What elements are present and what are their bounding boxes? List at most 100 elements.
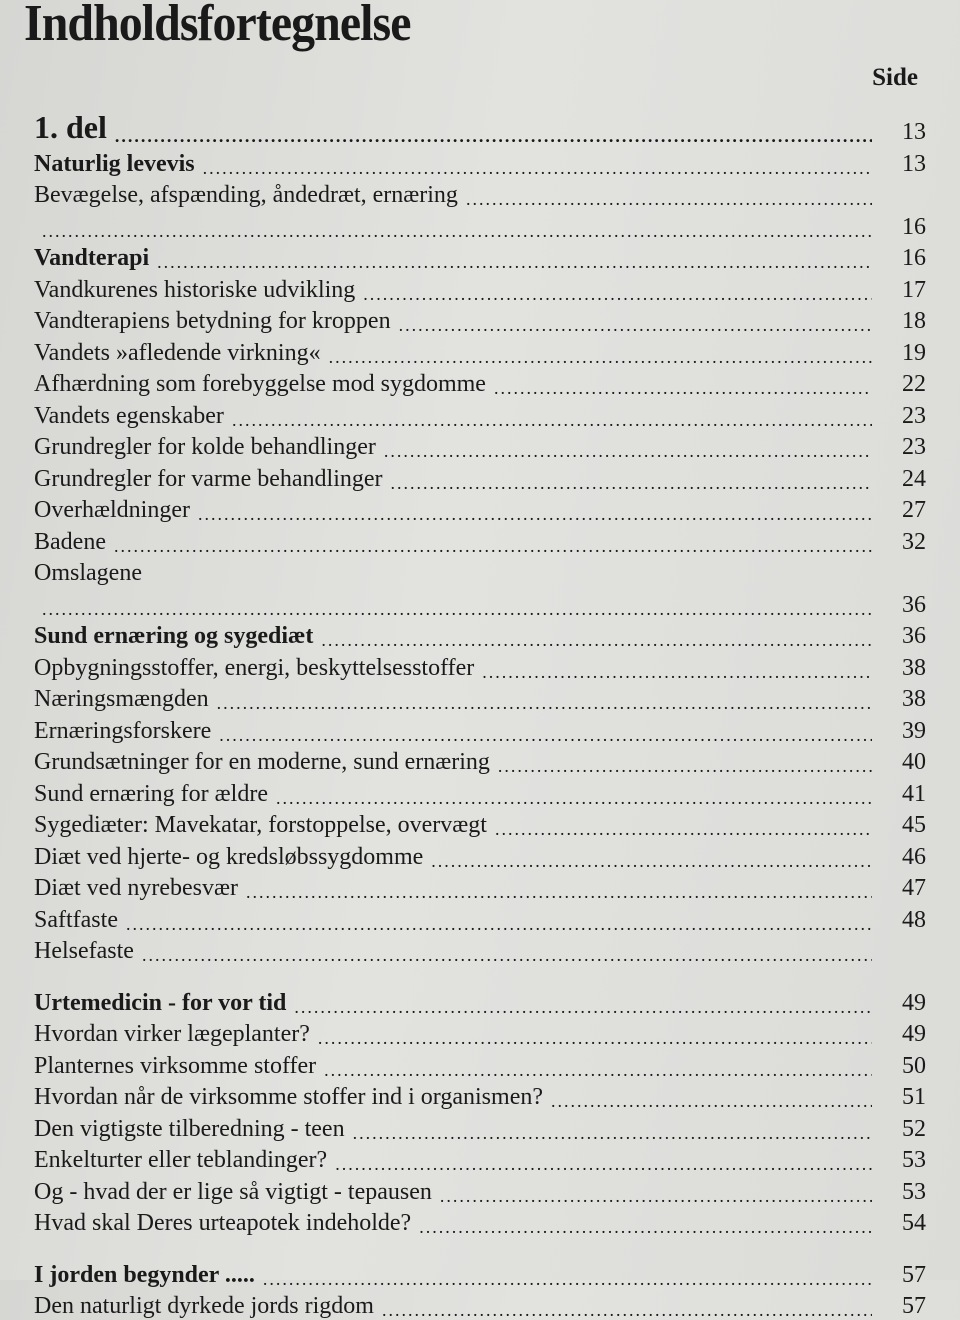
page-number: 13 [882,119,926,146]
entry-title: Grundregler for kolde behandlinger [34,434,376,461]
entry-title: Naturlig levevis [34,151,195,178]
toc-entry: Diæt ved hjerte- og kredsløbssygdomme...… [34,839,926,871]
dot-leader: ........................................… [440,1186,872,1206]
toc-section-heading: I jorden begynder ......................… [34,1257,926,1289]
entry-title: Opbygningsstoffer, energi, beskyttelsess… [34,655,474,682]
dot-leader: ........................................… [431,851,872,871]
page-number: 36 [882,623,926,650]
entry-title: Overhældninger [34,497,190,524]
page-column-header: Side [872,64,918,92]
toc-section-heading: Naturlig levevis........................… [34,146,926,178]
page-number: 23 [882,434,926,461]
toc-entry: Grundregler for varme behandlinger......… [34,461,926,493]
toc-entry: Planternes virksomme stoffer............… [34,1048,926,1080]
entry-title: Urtemedicin - for vor tid [34,990,286,1017]
toc-entry: Hvordan når de virksomme stoffer ind i o… [34,1080,926,1112]
entry-title: Saftfaste [34,907,118,934]
toc-entry: Afhærdning som forebyggelse mod sygdomme… [34,367,926,399]
entry-title: Bevægelse, afspænding, åndedræt, ernærin… [34,182,458,209]
dot-leader: ........................................… [329,347,872,367]
dot-leader: ........................................… [498,756,872,776]
entry-title: Vandets »afledende virkning« [34,340,321,367]
page-number: 53 [882,1179,926,1206]
page-number: 17 [882,277,926,304]
toc-entry: ........................................… [34,587,926,619]
toc-entry: Diæt ved nyrebesvær.....................… [34,871,926,903]
toc-entry: Omslagene [34,556,926,588]
page-number: 54 [882,1210,926,1237]
page-number: 16 [882,245,926,272]
dot-leader: ........................................… [276,788,872,808]
entry-title: Diæt ved hjerte- og kredsløbssygdomme [34,844,423,871]
dot-leader: ........................................… [399,315,872,335]
dot-leader: ........................................… [115,126,872,146]
toc-entry: Vandterapiens betydning for kroppen.....… [34,304,926,336]
toc-entry: Grundregler for kolde behandlinger......… [34,430,926,462]
entry-title: Sygediæter: Mavekatar, forstoppelse, ove… [34,812,487,839]
toc-entry: Opbygningsstoffer, energi, beskyttelsess… [34,650,926,682]
toc-entry: Enkelturter eller teblandinger?.........… [34,1143,926,1175]
page-title: Indholdsfortegnelse [24,0,411,53]
dot-leader: ........................................… [263,1269,872,1289]
entry-title: Sund ernæring og sygediæt [34,623,313,650]
toc-entry: Vandets »afledende virkning«............… [34,335,926,367]
dot-leader: ........................................… [294,997,872,1017]
entry-title: Hvad skal Deres urteapotek indeholde? [34,1210,411,1237]
page-number: 52 [882,1116,926,1143]
page-number: 45 [882,812,926,839]
toc-entry: Saftfaste...............................… [34,902,926,934]
page-number: 24 [882,466,926,493]
entry-title: Næringsmængden [34,686,209,713]
entry-title: Den naturligt dyrkede jords rigdom [34,1293,374,1320]
toc-entry: Badene..................................… [34,524,926,556]
entry-title: Vandterapiens betydning for kroppen [34,308,391,335]
entry-title: Planternes virksomme stoffer [34,1053,316,1080]
table-of-contents: 1. del..................................… [34,108,926,1320]
page-number: 38 [882,655,926,682]
page-number: 41 [882,781,926,808]
section-gap [34,965,926,985]
dot-leader: ........................................… [219,725,872,745]
dot-leader: ........................................… [318,1028,872,1048]
dot-leader: ........................................… [495,819,872,839]
page-number: 57 [882,1293,926,1320]
dot-leader: ........................................… [114,536,872,556]
page-number: 13 [882,151,926,178]
entry-title: Grundsætninger for en moderne, sund ernæ… [34,749,490,776]
page-number: 46 [882,844,926,871]
dot-leader: ........................................… [126,914,872,934]
page-number: 47 [882,875,926,902]
entry-title: Hvordan virker lægeplanter? [34,1021,310,1048]
entry-title: Vandkurenes historiske udvikling [34,277,355,304]
dot-leader: ........................................… [482,662,872,682]
page-number: 22 [882,371,926,398]
page-number: 38 [882,686,926,713]
entry-title: Ernæringsforskere [34,718,211,745]
toc-entry: Vandkurenes historiske udvikling........… [34,272,926,304]
page-number: 27 [882,497,926,524]
dot-leader: ........................................… [391,473,872,493]
dot-leader: ........................................… [217,693,872,713]
toc-entry: Ernæringsforskere.......................… [34,713,926,745]
toc-entry: Og - hvad der er lige så vigtigt - tepau… [34,1174,926,1206]
entry-title: I jorden begynder ..... [34,1262,255,1289]
dot-leader: ........................................… [324,1060,872,1080]
entry-title: Afhærdning som forebyggelse mod sygdomme [34,371,486,398]
page-number: 48 [882,907,926,934]
toc-entry: Den vigtigste tilberedning - teen.......… [34,1111,926,1143]
page-number: 18 [882,308,926,335]
toc-section-heading: Vandterapi..............................… [34,241,926,273]
toc-entry: Den naturligt dyrkede jords rigdom......… [34,1289,926,1320]
entry-title: Badene [34,529,106,556]
page-number: 50 [882,1053,926,1080]
toc-entry: ........................................… [34,209,926,241]
toc-section-heading: Sund ernæring og sygediæt...............… [34,619,926,651]
toc-entry: Vandets egenskaber......................… [34,398,926,430]
entry-title: Grundregler for varme behandlinger [34,466,383,493]
entry-title: Diæt ved nyrebesvær [34,875,238,902]
toc-entry: Bevægelse, afspænding, åndedræt, ernærin… [34,178,926,210]
dot-leader: ........................................… [419,1217,872,1237]
toc-entry: Hvordan virker lægeplanter?.............… [34,1017,926,1049]
toc-entry: Overhældninger..........................… [34,493,926,525]
dot-leader: ........................................… [42,221,872,241]
